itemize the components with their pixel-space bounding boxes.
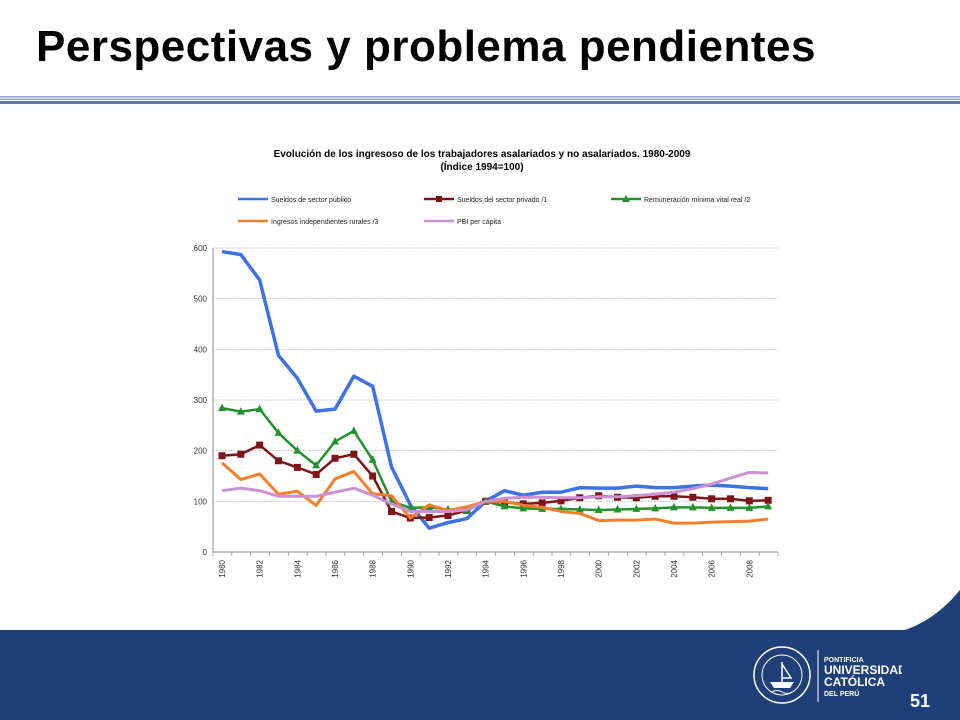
legend-label: Ingresos independientes rurales /3 (271, 219, 379, 226)
data-point-triangle (236, 407, 245, 415)
y-tick-label: 100 (194, 497, 208, 506)
data-point-triangle (688, 502, 697, 511)
data-point-square (331, 454, 339, 462)
data-point-triangle (293, 446, 302, 454)
x-tick-label: 2006 (708, 559, 717, 577)
data-point-square (388, 507, 395, 515)
data-point-square (708, 495, 716, 503)
chart-subtitle: (Índice 1994=100) (440, 160, 523, 173)
data-point-triangle (218, 403, 226, 412)
data-point-square (557, 497, 565, 505)
y-tick-label: 0 (203, 548, 208, 557)
chart-legend: Sueldos de sector público Sueldos del sec… (238, 195, 750, 226)
x-tick-label: 1990 (406, 559, 415, 577)
data-point-square (369, 472, 377, 480)
y-tick-label: 200 (194, 447, 208, 456)
legend-label: Sueldos de sector público (271, 197, 351, 204)
data-point-square (727, 495, 734, 503)
x-tick-label: 1994 (482, 559, 491, 577)
series-line-2 (221, 406, 769, 512)
footer-band (0, 630, 960, 720)
y-tick-label: 600 (194, 244, 208, 253)
y-tick-label: 500 (194, 295, 208, 304)
data-point-square (275, 457, 282, 465)
data-point-square (425, 514, 433, 522)
data-point-square (293, 463, 301, 471)
x-tick-label: 1992 (444, 559, 453, 577)
data-point-square (256, 441, 264, 449)
data-point-triangle (519, 503, 528, 512)
legend-marker (622, 195, 630, 202)
data-point-square (670, 492, 678, 500)
data-point-triangle (764, 501, 773, 510)
x-tick-label: 2004 (670, 559, 679, 577)
data-point-square (218, 452, 226, 460)
logo-line-4: DEL PERÚ (824, 689, 859, 698)
data-point-triangle (349, 426, 358, 434)
data-point-square (745, 497, 753, 505)
data-point-triangle (745, 503, 754, 511)
logo-line-1: PONTIFICIA (824, 657, 864, 664)
x-tick-label: 1982 (256, 559, 265, 577)
legend-label: Remuneración mínima vital real /2 (644, 197, 750, 204)
data-point-triangle (312, 460, 321, 469)
data-point-triangle (726, 503, 735, 511)
x-tick-label: 1986 (331, 559, 340, 577)
logo-line-3: CATÓLICA (824, 674, 885, 689)
data-point-triangle (274, 428, 283, 436)
data-point-square (350, 450, 358, 458)
income-evolution-chart: Evolución de los ingresoso de los trabaj… (194, 149, 779, 578)
x-tick-label: 1980 (218, 559, 227, 577)
x-tick-label: 1996 (519, 559, 528, 577)
chart-title: Evolución de los ingresoso de los trabaj… (274, 149, 691, 160)
data-point-triangle (368, 455, 377, 463)
data-point-square (444, 512, 452, 520)
legend-marker (436, 196, 442, 202)
data-point-triangle (331, 437, 339, 445)
data-point-square (651, 492, 659, 500)
data-point-triangle (670, 502, 678, 511)
series-line-3 (221, 461, 769, 525)
x-tick-label: 2000 (595, 559, 604, 577)
data-point-triangle (575, 504, 584, 513)
data-point-square (764, 496, 772, 504)
y-tick-label: 400 (194, 345, 208, 354)
university-seal-icon (753, 646, 811, 704)
data-point-triangle (594, 505, 603, 513)
title-divider (0, 96, 960, 104)
legend-label: Sueldos del sector privado /1 (457, 197, 547, 204)
data-point-triangle (255, 404, 264, 413)
slide-title: Perspectivas y problema pendientes (36, 22, 816, 71)
data-point-triangle (632, 504, 641, 512)
data-point-square (689, 493, 697, 501)
x-tick-label: 1984 (293, 559, 302, 577)
chart-series (218, 249, 773, 530)
university-logo: PONTIFICIA UNIVERSIDAD CATÓLICA DEL PERÚ (753, 646, 902, 704)
x-tick-label: 2002 (632, 559, 641, 577)
series-line-4 (221, 470, 769, 513)
data-point-square (237, 450, 245, 458)
x-tick-label: 1998 (557, 559, 566, 577)
x-tick-label: 1988 (369, 559, 378, 577)
legend-label: PBI per cápita (457, 219, 501, 226)
logo-line-2: UNIVERSIDAD (824, 663, 902, 677)
page-number: 51 (909, 691, 930, 711)
y-tick-label: 300 (194, 396, 208, 405)
data-point-square (538, 499, 546, 507)
data-point-triangle (651, 503, 660, 512)
data-point-triangle (707, 503, 716, 511)
series-line-0 (221, 249, 769, 530)
data-point-square (632, 494, 640, 502)
data-point-triangle (613, 504, 622, 513)
x-tick-label: 2008 (745, 559, 754, 577)
data-point-square (312, 470, 320, 478)
chart-axes: 0 100 200 300 400 500 600 1980 1982 1984 1986 1988 1… (194, 244, 779, 578)
data-point-triangle (500, 501, 509, 510)
